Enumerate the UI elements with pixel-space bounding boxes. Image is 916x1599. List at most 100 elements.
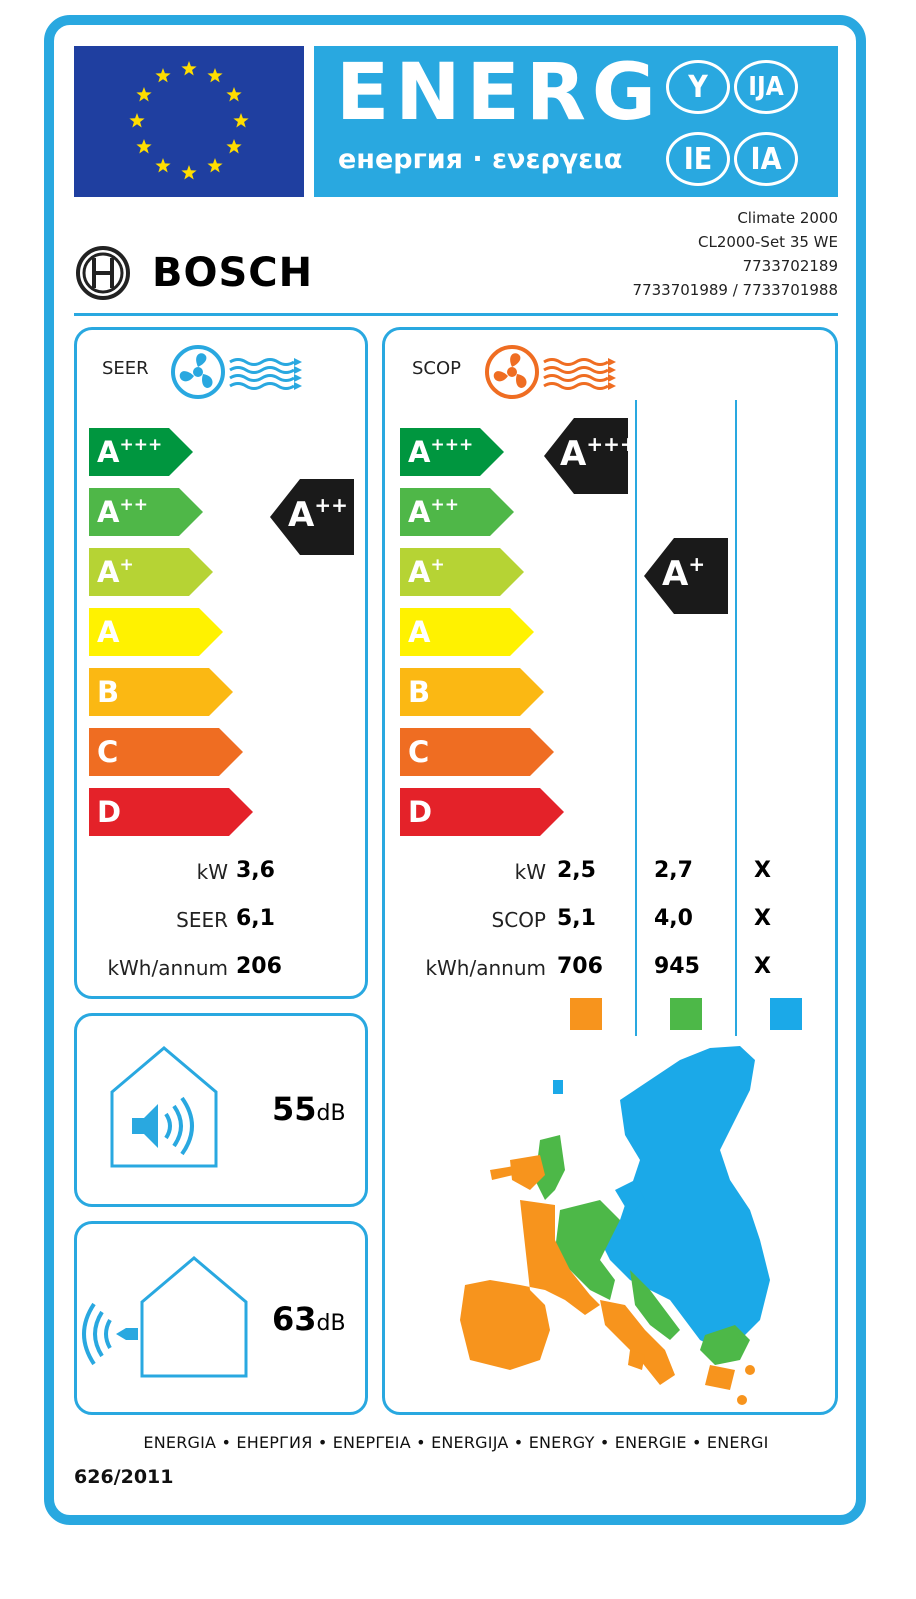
outdoor-speaker-house-icon: [82, 1256, 248, 1378]
heating-class-label: B: [408, 675, 430, 709]
cooling-label-annual: kWh/annum: [107, 956, 228, 980]
heating-class-letter: A: [560, 434, 587, 474]
heating-row-annual: kWh/annum 706 945 X: [382, 954, 838, 984]
cooling-fan-icon: [171, 345, 302, 399]
cooling-class-label: B: [97, 675, 119, 709]
zone-cold-swatch: [770, 998, 802, 1030]
heating-class-arrow: A+++: [400, 428, 506, 476]
cooling-row-seer: SEER 6,1: [74, 906, 368, 936]
eu-star-icon: [226, 139, 242, 154]
heating-class-letter: A: [408, 495, 431, 529]
eu-stars-icon: [129, 61, 249, 180]
cooling-class-label: C: [97, 735, 118, 769]
indoor-noise-readout: 55dB: [272, 1090, 346, 1128]
eu-star-icon: [207, 68, 223, 83]
zone-average-swatch: [670, 998, 702, 1030]
cooling-class-letter: A: [97, 615, 120, 649]
cooling-class-arrow: A++: [89, 488, 205, 536]
heating-row-kw: kW 2,5 2,7 X: [382, 858, 838, 888]
cooling-panel: [74, 327, 368, 999]
heating-value-cold-scop: X: [754, 906, 771, 931]
cooling-class-letter: C: [97, 735, 119, 769]
eu-star-icon: [136, 87, 152, 102]
bosch-logo-icon: [76, 246, 130, 300]
heating-value-warm-annual: 706: [557, 954, 603, 979]
heating-class-plus: +: [688, 552, 706, 576]
heating-class-label: A: [408, 615, 430, 649]
regulation-number: 626/2011: [74, 1466, 174, 1488]
eu-star-icon: [155, 68, 171, 83]
heating-class-letter: A: [408, 435, 431, 469]
energy-banner: ENERG енергия · ενεργεια Y IJA IE IA: [314, 46, 838, 197]
heating-label-scop: SCOP: [491, 908, 546, 932]
cooling-class-arrow: A+: [89, 548, 215, 596]
eu-star-icon: [136, 139, 152, 154]
heating-class-letter: B: [408, 675, 431, 709]
heating-fan-icon: [485, 345, 616, 399]
eu-star-icon: [226, 87, 242, 102]
cooling-row-kw: kW 3,6: [74, 858, 368, 888]
seer-title: SEER: [102, 358, 149, 379]
brand-name: BOSCH: [152, 250, 314, 296]
cooling-value-seer: 6,1: [236, 906, 275, 931]
heating-class-letter: A: [408, 615, 431, 649]
heating-class-label: A+: [408, 555, 445, 589]
cooling-class-letter: D: [97, 795, 122, 829]
cooling-class-plus: +++: [119, 435, 163, 455]
cooling-class-plus: ++: [314, 493, 348, 517]
heating-class-letter: A: [408, 555, 431, 589]
cooling-class-arrow: A: [89, 608, 225, 656]
heating-class-arrow: A+: [400, 548, 526, 596]
heating-value-cold-kw: X: [754, 858, 771, 883]
heating-class-indicator-warm: A+++: [544, 418, 637, 494]
cooling-class-letter: B: [97, 675, 120, 709]
indoor-noise-unit: dB: [316, 1101, 346, 1126]
zone-warm-swatch: [570, 998, 602, 1030]
eu-star-icon: [155, 158, 171, 173]
divider: [74, 313, 838, 316]
cooling-class-letter: A: [97, 555, 120, 589]
heating-value-average-annual: 945: [654, 954, 700, 979]
model-line: 7733701989 / 7733701988: [632, 281, 838, 299]
cooling-class-arrow: B: [89, 668, 235, 716]
heating-class-arrow: A: [400, 608, 536, 656]
heating-value-average-kw: 2,7: [654, 858, 693, 883]
eu-star-icon: [181, 165, 197, 180]
heating-value-warm-scop: 5,1: [557, 906, 596, 931]
heating-class-arrow: C: [400, 728, 556, 776]
model-line: 7733702189: [742, 257, 838, 275]
cooling-class-indicator: A++: [270, 479, 354, 555]
scop-title: SCOP: [412, 358, 462, 379]
energ-subtitle: енергия · ενεργεια: [338, 144, 623, 175]
heating-class-indicator-average: A+: [644, 538, 728, 614]
eu-star-icon: [129, 113, 145, 128]
indoor-noise-value: 55: [272, 1090, 317, 1128]
cooling-row-annual: kWh/annum 206: [74, 954, 368, 984]
heating-class-text-average: A+: [662, 554, 705, 594]
heating-class-letter: D: [408, 795, 433, 829]
cooling-class-letter: A: [97, 435, 120, 469]
cooling-class-letter: A: [288, 495, 315, 535]
heating-class-letter: C: [408, 735, 430, 769]
suffix-ia: IA: [734, 132, 798, 186]
suffix-y: Y: [666, 60, 730, 114]
model-identifier: Climate 2000 CL2000-Set 35 WE 7733702189…: [633, 206, 838, 302]
eu-star-icon: [181, 61, 197, 76]
zone-divider: [635, 400, 637, 1036]
heating-class-letter: A: [662, 554, 689, 594]
cooling-value-kw: 3,6: [236, 858, 275, 883]
outdoor-noise-value: 63: [272, 1300, 317, 1338]
heating-label-annual: kWh/annum: [425, 956, 546, 980]
heating-value-cold-annual: X: [754, 954, 771, 979]
heating-class-arrow: A++: [400, 488, 516, 536]
eu-star-icon: [233, 113, 249, 128]
cooling-class-plus: ++: [119, 495, 148, 515]
cooling-class-plus: +: [119, 555, 134, 575]
cooling-class-label: A+++: [97, 435, 162, 469]
cooling-class-letter: A: [97, 495, 120, 529]
cooling-class-label: A++: [97, 495, 148, 529]
heating-class-text-warm: A+++: [560, 434, 637, 474]
cooling-class-label: A: [97, 615, 119, 649]
model-line: Climate 2000: [737, 209, 838, 227]
heating-class-arrow: B: [400, 668, 546, 716]
